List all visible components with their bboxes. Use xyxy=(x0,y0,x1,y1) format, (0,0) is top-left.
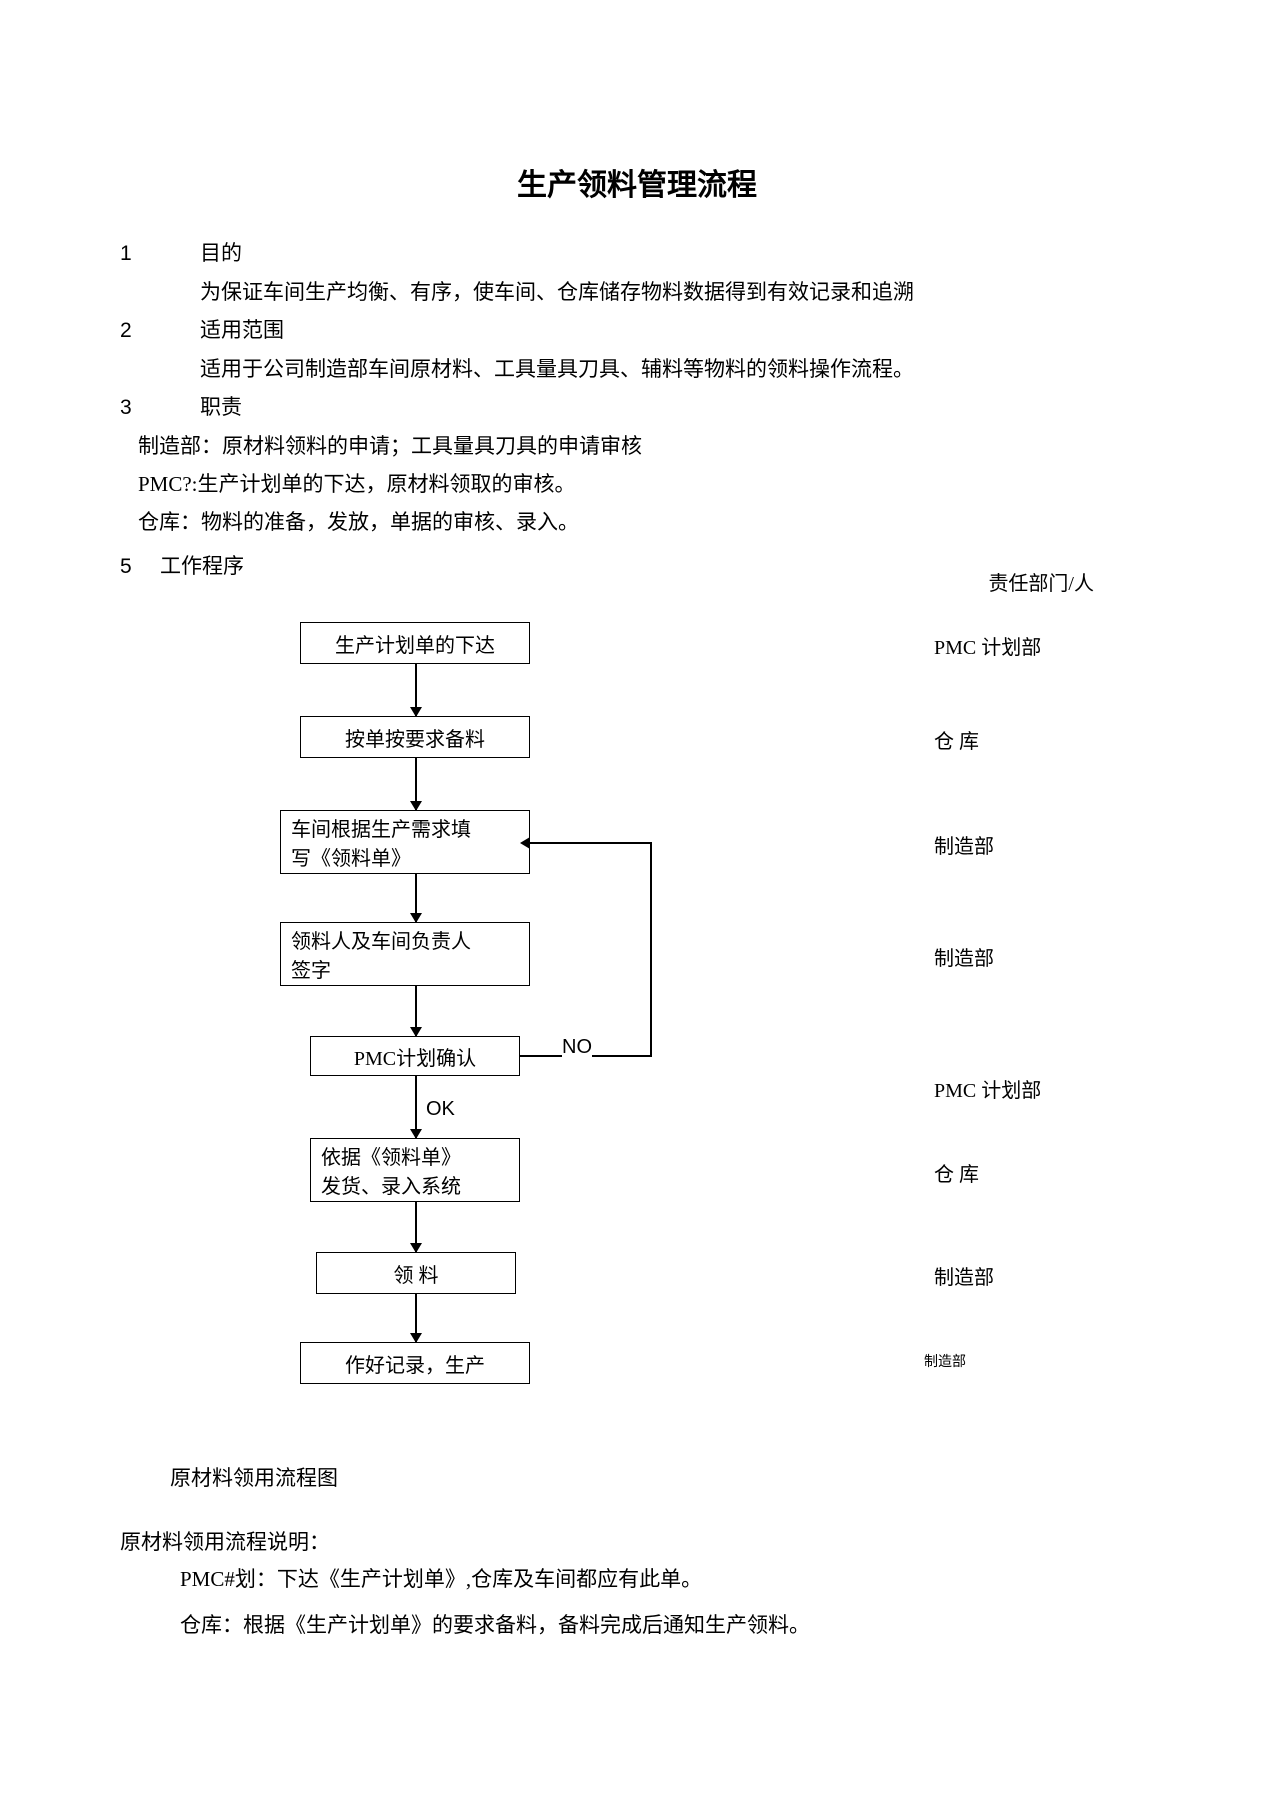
flow-edge-label-ok: OK xyxy=(426,1098,455,1121)
section-1-label: 目的 xyxy=(200,241,242,265)
flow-edge-n7-n8 xyxy=(415,1294,417,1342)
section-5-heading: 5工作程序 责任部门/人 xyxy=(120,547,1154,586)
explain-line-1: PMC#划：下达《生产计划单》,仓库及车间都应有此单。 xyxy=(180,1556,1154,1602)
flow-edge-n4-n5 xyxy=(415,986,417,1036)
flow-edge-n2-n3 xyxy=(415,758,417,810)
responsible-header: 责任部门/人 xyxy=(988,565,1094,603)
flow-edge-n6-n7 xyxy=(415,1202,417,1252)
flow-node-n1: 生产计划单的下达 xyxy=(300,622,530,664)
explain-line-2: 仓库：根据《生产计划单》的要求备料，备料完成后通知生产领料。 xyxy=(180,1602,1154,1648)
page-title: 生产领料管理流程 xyxy=(120,160,1154,204)
section-2-body: 适用于公司制造部车间原材料、工具量具刀具、辅料等物料的领料操作流程。 xyxy=(200,350,1154,388)
flow-node-n4: 领料人及车间负责人 签字 xyxy=(280,922,530,986)
flow-node-n7: 领 料 xyxy=(316,1252,516,1294)
section-2-heading: 2适用范围 xyxy=(120,311,1154,350)
flow-resp-n2: 仓 库 xyxy=(934,725,1074,754)
flow-resp-n7: 制造部 xyxy=(934,1261,1074,1290)
flow-resp-n3: 制造部 xyxy=(934,830,1074,859)
flowchart-caption: 原材料领用流程图 xyxy=(170,1462,1154,1492)
section-3-num: 3 xyxy=(120,389,200,427)
section-5-label: 工作程序 xyxy=(160,554,244,578)
flow-resp-n4: 制造部 xyxy=(934,942,1074,971)
section-1-body: 为保证车间生产均衡、有序，使车间、仓库储存物料数据得到有效记录和追溯 xyxy=(200,273,1154,311)
responsibility-line-3: 仓库：物料的准备，发放，单据的审核、录入。 xyxy=(138,503,1154,541)
section-2-num: 2 xyxy=(120,312,200,350)
flow-resp-n5: PMC 计划部 xyxy=(934,1074,1074,1103)
flow-edge-label-no: NO xyxy=(562,1036,592,1059)
flow-edge-n1-n2 xyxy=(415,664,417,716)
flow-resp-n1: PMC 计划部 xyxy=(934,631,1074,660)
flow-node-n6: 依据《领料单》 发货、录入系统 xyxy=(310,1138,520,1202)
flow-edge-n3-n4 xyxy=(415,874,417,922)
flow-feedback-v xyxy=(650,842,652,1057)
flow-node-n8: 作好记录，生产 xyxy=(300,1342,530,1384)
section-1-heading: 1目的 xyxy=(120,234,1154,273)
flow-feedback-arrowhead xyxy=(520,837,530,849)
flow-resp-n8: 制造部 xyxy=(924,1351,1064,1371)
flowchart: 生产计划单的下达PMC 计划部按单按要求备料仓 库车间根据生产需求填 写《领料单… xyxy=(120,622,1154,1452)
section-3-label: 职责 xyxy=(200,395,242,419)
flow-node-n2: 按单按要求备料 xyxy=(300,716,530,758)
section-5-num: 5 xyxy=(120,548,160,586)
section-1-num: 1 xyxy=(120,235,200,273)
flow-node-n5: PMC计划确认 xyxy=(310,1036,520,1076)
section-2-label: 适用范围 xyxy=(200,318,284,342)
flow-feedback-h2 xyxy=(530,842,652,844)
explain-heading: 原材料领用流程说明： xyxy=(120,1526,1154,1556)
responsibility-line-1: 制造部：原材料领料的申请；工具量具刀具的申请审核 xyxy=(138,427,1154,465)
flow-resp-n6: 仓 库 xyxy=(934,1158,1074,1187)
flow-node-n3: 车间根据生产需求填 写《领料单》 xyxy=(280,810,530,874)
flow-edge-n5-n6 xyxy=(415,1076,417,1138)
responsibility-line-2: PMC?:生产计划单的下达，原材料领取的审核。 xyxy=(138,465,1154,503)
section-3-heading: 3职责 xyxy=(120,388,1154,427)
